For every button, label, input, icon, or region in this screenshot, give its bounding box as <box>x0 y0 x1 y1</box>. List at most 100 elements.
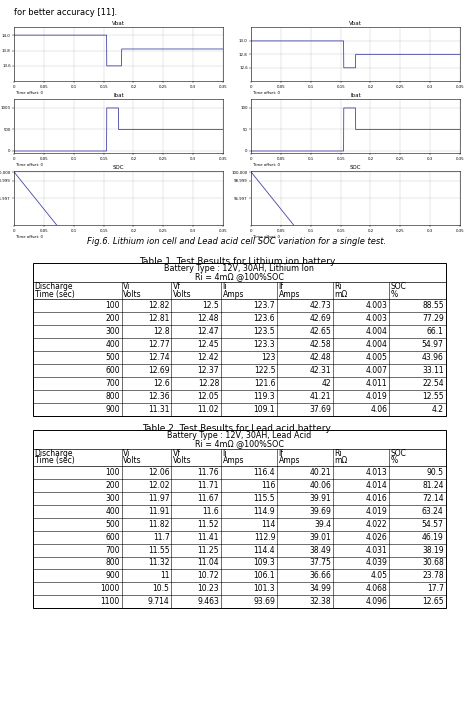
Text: 23.78: 23.78 <box>422 572 444 580</box>
Text: 81.24: 81.24 <box>422 481 444 490</box>
Text: 11.41: 11.41 <box>198 533 219 541</box>
Text: 22.54: 22.54 <box>422 379 444 388</box>
Text: 12.48: 12.48 <box>198 314 219 323</box>
Text: 12.02: 12.02 <box>148 481 170 490</box>
Text: SOC: SOC <box>391 449 407 458</box>
Text: Amps: Amps <box>222 457 244 465</box>
Text: 4.004: 4.004 <box>365 340 388 349</box>
Text: Amps: Amps <box>222 290 244 298</box>
Text: Time offset: 0: Time offset: 0 <box>253 91 280 95</box>
Text: 12.28: 12.28 <box>198 379 219 388</box>
Text: Ri: Ri <box>335 283 342 291</box>
Text: 4.013: 4.013 <box>366 468 388 477</box>
Text: 4.05: 4.05 <box>371 572 388 580</box>
Text: 9.714: 9.714 <box>148 597 170 606</box>
Text: 500: 500 <box>105 520 120 528</box>
Text: 4.06: 4.06 <box>371 405 388 413</box>
Text: Amps: Amps <box>279 457 300 465</box>
Text: 11.52: 11.52 <box>198 520 219 528</box>
Text: 11.25: 11.25 <box>198 546 219 554</box>
Text: 11.82: 11.82 <box>148 520 170 528</box>
Text: 43.96: 43.96 <box>422 353 444 362</box>
Text: 300: 300 <box>105 327 120 336</box>
Text: 42.65: 42.65 <box>310 327 331 336</box>
Text: 12.69: 12.69 <box>148 366 170 375</box>
Text: Table 2. Test Results for Lead acid battery: Table 2. Test Results for Lead acid batt… <box>143 424 331 434</box>
Text: 11.71: 11.71 <box>198 481 219 490</box>
Text: 12.77: 12.77 <box>148 340 170 349</box>
Text: 4.2: 4.2 <box>432 405 444 413</box>
Text: Time offset: 0: Time offset: 0 <box>16 234 43 239</box>
Text: 10.23: 10.23 <box>198 585 219 593</box>
Text: 11.91: 11.91 <box>148 507 170 516</box>
Text: 114.4: 114.4 <box>254 546 275 554</box>
Text: 11.7: 11.7 <box>153 533 170 541</box>
Text: 36.66: 36.66 <box>310 572 331 580</box>
Text: 114.9: 114.9 <box>254 507 275 516</box>
Text: 11.55: 11.55 <box>148 546 170 554</box>
Text: 4.022: 4.022 <box>366 520 388 528</box>
Text: 116.4: 116.4 <box>254 468 275 477</box>
Text: 106.1: 106.1 <box>254 572 275 580</box>
Text: 400: 400 <box>105 507 120 516</box>
Text: 4.014: 4.014 <box>366 481 388 490</box>
Text: Table 1. Test Results for Lithium ion battery: Table 1. Test Results for Lithium ion ba… <box>139 257 335 267</box>
Text: 100: 100 <box>105 468 120 477</box>
Text: 37.75: 37.75 <box>310 559 331 567</box>
Text: Time offset: 0: Time offset: 0 <box>16 162 43 167</box>
Text: 4.019: 4.019 <box>366 392 388 400</box>
Text: 600: 600 <box>105 533 120 541</box>
Text: for better accuracy [11].: for better accuracy [11]. <box>14 7 118 17</box>
Text: 40.06: 40.06 <box>310 481 331 490</box>
Text: If: If <box>279 449 283 458</box>
Text: mΩ: mΩ <box>335 290 348 298</box>
Text: If: If <box>279 283 283 291</box>
Text: 11.31: 11.31 <box>148 405 170 413</box>
Text: 123.5: 123.5 <box>254 327 275 336</box>
Text: mΩ: mΩ <box>335 457 348 465</box>
Text: Discharge: Discharge <box>35 449 73 458</box>
Text: 42.48: 42.48 <box>310 353 331 362</box>
Text: Ii: Ii <box>222 449 227 458</box>
Text: 123.7: 123.7 <box>254 301 275 310</box>
Text: 12.47: 12.47 <box>198 327 219 336</box>
Text: 600: 600 <box>105 366 120 375</box>
Text: 33.11: 33.11 <box>422 366 444 375</box>
Text: 4.026: 4.026 <box>366 533 388 541</box>
Text: 39.01: 39.01 <box>310 533 331 541</box>
Text: 12.37: 12.37 <box>198 366 219 375</box>
Text: 4.039: 4.039 <box>365 559 388 567</box>
Text: 54.57: 54.57 <box>422 520 444 528</box>
Text: Discharge: Discharge <box>35 283 73 291</box>
Text: Vi: Vi <box>123 449 130 458</box>
Text: 11.6: 11.6 <box>202 507 219 516</box>
Text: 4.096: 4.096 <box>365 597 388 606</box>
Text: 38.49: 38.49 <box>310 546 331 554</box>
Text: 300: 300 <box>105 494 120 503</box>
Text: 11: 11 <box>160 572 170 580</box>
Text: 88.55: 88.55 <box>422 301 444 310</box>
Text: 700: 700 <box>105 379 120 388</box>
Text: 4.031: 4.031 <box>366 546 388 554</box>
Text: 109.3: 109.3 <box>254 559 275 567</box>
Text: 114: 114 <box>261 520 275 528</box>
Text: Time (sec): Time (sec) <box>35 290 74 298</box>
Text: 900: 900 <box>105 572 120 580</box>
Text: 41.21: 41.21 <box>310 392 331 400</box>
Text: 1000: 1000 <box>100 585 120 593</box>
Text: Amps: Amps <box>279 290 300 298</box>
Text: 900: 900 <box>105 405 120 413</box>
Text: 4.068: 4.068 <box>366 585 388 593</box>
Text: Volts: Volts <box>123 290 142 298</box>
Text: 4.004: 4.004 <box>365 327 388 336</box>
Text: Battery Type : 12V, 30AH, Lithium Ion: Battery Type : 12V, 30AH, Lithium Ion <box>164 265 314 273</box>
Text: 4.011: 4.011 <box>366 379 388 388</box>
Text: 17.7: 17.7 <box>427 585 444 593</box>
Title: Vbat: Vbat <box>349 22 362 27</box>
Text: Time offset: 0: Time offset: 0 <box>253 234 280 239</box>
Text: 12.06: 12.06 <box>148 468 170 477</box>
Text: Vi: Vi <box>123 283 130 291</box>
Text: Fig.6. Lithium ion cell and Lead acid cell SOC variation for a single test.: Fig.6. Lithium ion cell and Lead acid ce… <box>87 237 387 247</box>
Text: 112.9: 112.9 <box>254 533 275 541</box>
Text: 121.6: 121.6 <box>254 379 275 388</box>
